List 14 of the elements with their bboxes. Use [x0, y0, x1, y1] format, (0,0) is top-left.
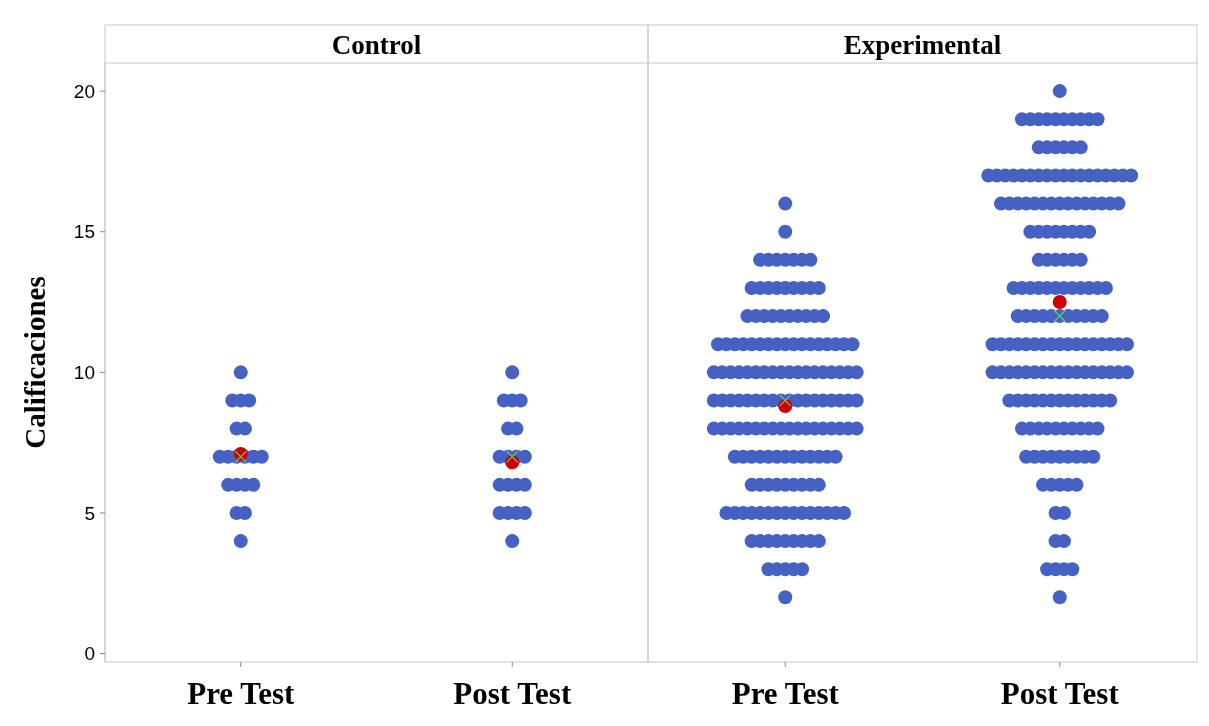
point	[1052, 295, 1067, 310]
y-axis-title: Calificaciones	[19, 276, 51, 449]
x-tick-label: Post Test	[1000, 676, 1120, 711]
point	[779, 394, 792, 407]
x-tick-label: Pre Test	[731, 676, 840, 711]
x-tick-label: Post Test	[453, 676, 572, 711]
x-tick-label: Pre Test	[187, 676, 295, 711]
y-tick-label: 20	[73, 80, 95, 102]
y-tick-label: 15	[73, 221, 95, 243]
y-tick-label: 5	[84, 502, 95, 524]
chart-title: Control	[331, 30, 422, 60]
y-tick-label: 10	[73, 361, 95, 383]
y-tick-label: 0	[84, 643, 95, 665]
chart-title: Experimental	[843, 30, 1002, 60]
